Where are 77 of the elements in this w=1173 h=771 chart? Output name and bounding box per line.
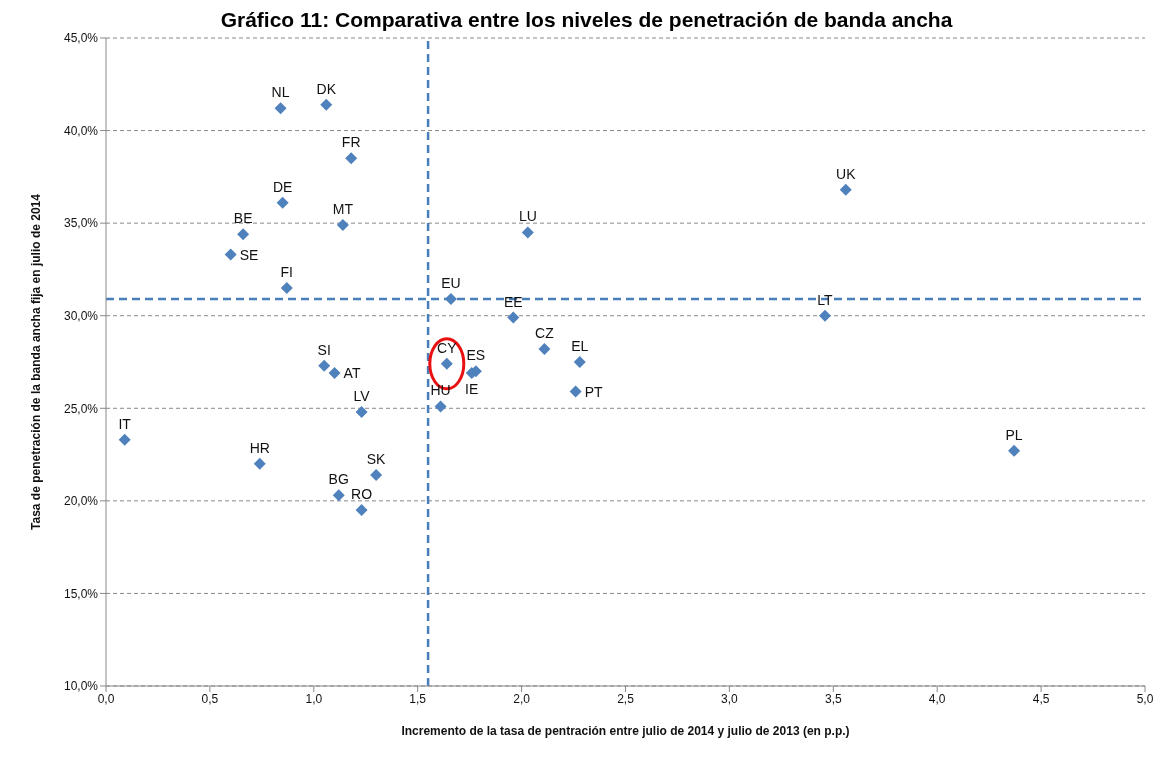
point [345,152,358,165]
series-label: PL [1005,426,1023,443]
series-label: BE [233,210,253,227]
series-label: UK [836,165,857,182]
point [1008,444,1021,457]
series-label: AT [343,365,361,382]
series-label: CY [437,339,458,356]
y-tick-label: 10,0% [63,679,99,694]
series-label: IT [118,415,132,432]
x-tick-label: 3,5 [824,691,842,706]
point [320,98,333,111]
point [839,183,852,196]
x-tick-label: 1,5 [409,691,427,706]
x-tick-label: 0,0 [97,691,115,706]
point [818,309,831,322]
series-label: HU [430,382,451,399]
point [224,248,237,261]
x-tick-label: 1,0 [305,691,323,706]
chart-title: Gráfico 11: Comparativa entre los niveles de penetración de banda ancha [219,8,954,32]
point [328,367,341,380]
point [521,226,534,239]
series-label: PT [584,383,603,400]
series-label: ES [466,347,486,364]
series-label: LU [518,208,537,225]
series-label: CZ [535,325,555,342]
series-label: MT [332,200,354,217]
x-tick-label: 2,0 [513,691,531,706]
point [370,468,383,481]
y-axis-title: Tasa de penetración de la banda ancha fija en julio de 2014 [29,193,44,530]
point [507,311,520,324]
series-label: DK [316,80,337,97]
series-label: HR [249,439,270,456]
point [276,196,289,209]
point [440,357,453,370]
point [237,228,250,241]
y-tick-label: 35,0% [63,216,99,231]
point [538,343,551,356]
point [355,504,368,517]
x-tick-label: 2,5 [617,691,635,706]
series-label: DE [272,178,293,195]
y-tick-label: 20,0% [63,494,99,509]
series-label: IE [465,381,479,398]
series-label: EE [503,293,523,310]
series-label: SE [239,246,259,263]
point [573,356,586,368]
series-label: FI [280,263,294,280]
x-tick-label: 4,0 [928,691,946,706]
series-label: SI [317,341,331,358]
series-label: EU [441,275,461,292]
series-label: EL [571,338,589,354]
y-tick-label: 15,0% [63,586,99,601]
point [253,457,266,470]
point [280,281,293,294]
series-label: LV [353,387,371,404]
point [569,385,582,398]
y-tick-label: 45,0% [63,31,99,46]
point [118,433,131,446]
y-tick-label: 40,0% [63,123,99,138]
y-tick-label: 25,0% [63,401,99,416]
series-label: FR [341,134,361,151]
point [336,218,349,231]
point [355,405,368,418]
point [332,489,345,502]
x-tick-label: 3,0 [721,691,739,706]
series-label: BG [328,471,349,488]
x-tick-label: 4,5 [1032,691,1050,706]
point [318,359,331,372]
series-label: LT [817,291,834,308]
series-label: RO [351,486,373,503]
series-label: NL [271,84,290,101]
point [434,400,447,413]
series-label: SK [366,450,387,467]
x-tick-label: 0,5 [201,691,219,706]
point [274,102,287,115]
x-tick-label: 5,0 [1136,691,1154,706]
x-axis-title: Incremento de la tasa de pentración entre julio de 2014 y julio de 2013 (en p.p.) [401,723,850,738]
y-tick-label: 30,0% [63,308,99,323]
